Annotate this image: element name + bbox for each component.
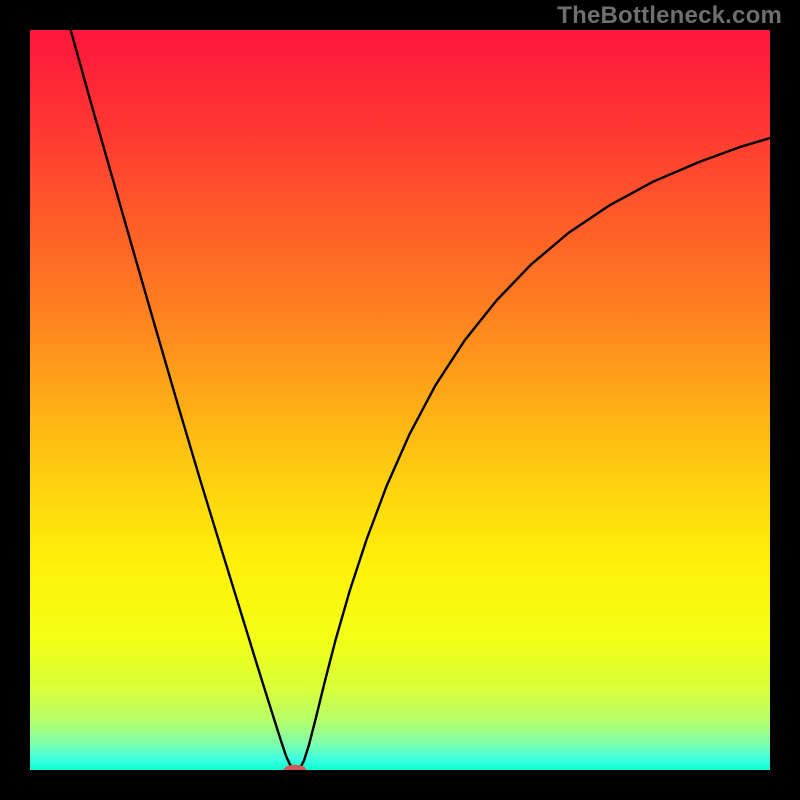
outer-frame: TheBottleneck.com xyxy=(0,0,800,800)
chart-plot-area xyxy=(30,30,770,770)
chart-background-gradient xyxy=(30,30,770,770)
watermark-text: TheBottleneck.com xyxy=(557,2,782,30)
chart-svg xyxy=(30,30,770,770)
